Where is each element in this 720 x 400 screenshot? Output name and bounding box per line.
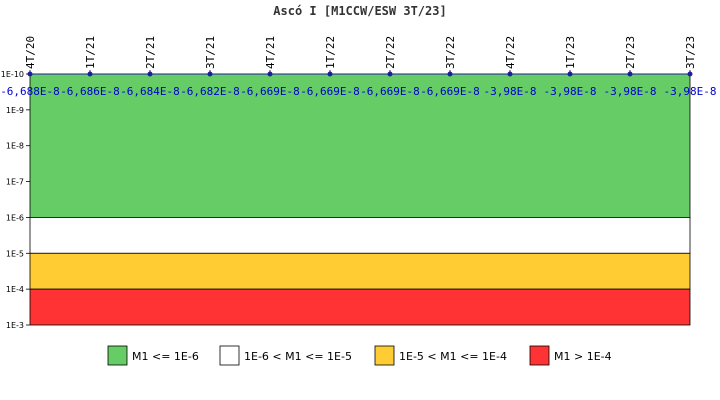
data-point xyxy=(147,71,153,77)
data-label: -6,686E-8 xyxy=(60,85,120,98)
x-tick-label: 1T/23 xyxy=(564,36,577,69)
band-3 xyxy=(29,288,691,326)
y-tick-label: 1E-7 xyxy=(6,178,24,187)
data-label: -6,669E-8 xyxy=(360,85,420,98)
data-point xyxy=(267,71,273,77)
x-tick-label: 4T/21 xyxy=(264,36,277,69)
y-axis: 1E-10 1E-9 1E-8 1E-7 1E-6 1E-5 1E-4 1E-3 xyxy=(1,70,30,330)
legend-label: M1 > 1E-4 xyxy=(554,350,612,363)
x-axis: 4T/20 1T/21 2T/21 3T/21 4T/21 1T/22 2T/22 3T/22… xyxy=(24,36,697,74)
legend-label: M1 <= 1E-6 xyxy=(132,350,199,363)
band-0 xyxy=(29,73,691,218)
data-point xyxy=(387,71,393,77)
data-point xyxy=(87,71,93,77)
y-tick-label: 1E-3 xyxy=(6,321,24,330)
y-tick-label: 1E-9 xyxy=(6,106,24,115)
x-tick-label: 3T/21 xyxy=(204,36,217,69)
data-point xyxy=(327,71,333,77)
x-tick-label: 1T/22 xyxy=(324,36,337,69)
band-1 xyxy=(29,217,691,254)
data-point xyxy=(447,71,453,77)
chart-title: Ascó I [M1CCW/ESW 3T/23] xyxy=(273,4,446,18)
y-tick-label: 1E-5 xyxy=(6,249,24,258)
x-tick-label: 3T/23 xyxy=(684,36,697,69)
data-label: -6,669E-8 xyxy=(240,85,300,98)
legend-label: 1E-6 < M1 <= 1E-5 xyxy=(244,350,352,363)
data-label: -3,98E-8 xyxy=(544,85,597,98)
legend-swatch xyxy=(107,345,128,366)
data-label: -6,684E-8 xyxy=(120,85,180,98)
data-point xyxy=(207,71,213,77)
y-tick-label: 1E-10 xyxy=(1,70,24,79)
risk-bands xyxy=(29,73,691,326)
data-label: -6,688E-8 xyxy=(0,85,60,98)
data-point xyxy=(507,71,513,77)
x-tick-label: 3T/22 xyxy=(444,36,457,69)
data-point xyxy=(27,71,33,77)
series-line: -6,688E-8 -6,686E-8 -6,684E-8 -6,682E-8 -6,6… xyxy=(0,71,717,98)
y-tick-label: 1E-6 xyxy=(6,213,24,222)
data-label: -6,669E-8 xyxy=(300,85,360,98)
data-label: -6,682E-8 xyxy=(180,85,240,98)
x-tick-label: 2T/21 xyxy=(144,36,157,69)
x-tick-label: 1T/21 xyxy=(84,36,97,69)
legend-label: 1E-5 < M1 <= 1E-4 xyxy=(399,350,507,363)
y-tick-label: 1E-8 xyxy=(6,142,24,151)
legend-swatch xyxy=(374,345,395,366)
y-tick-label: 1E-4 xyxy=(6,285,24,294)
data-point xyxy=(567,71,573,77)
data-point xyxy=(627,71,633,77)
x-tick-label: 2T/22 xyxy=(384,36,397,69)
data-label: -3,98E-8 xyxy=(484,85,537,98)
band-2 xyxy=(29,252,691,290)
x-tick-label: 4T/20 xyxy=(24,36,37,69)
data-point xyxy=(687,71,693,77)
legend-swatch xyxy=(219,345,240,366)
legend: M1 <= 1E-6 1E-6 < M1 <= 1E-5 1E-5 < M1 <= … xyxy=(107,345,612,366)
data-label: -6,669E-8 xyxy=(420,85,480,98)
legend-swatch xyxy=(529,345,550,366)
data-label: -3,98E-8 xyxy=(664,85,717,98)
x-tick-label: 4T/22 xyxy=(504,36,517,69)
x-tick-label: 2T/23 xyxy=(624,36,637,69)
data-label: -3,98E-8 xyxy=(604,85,657,98)
